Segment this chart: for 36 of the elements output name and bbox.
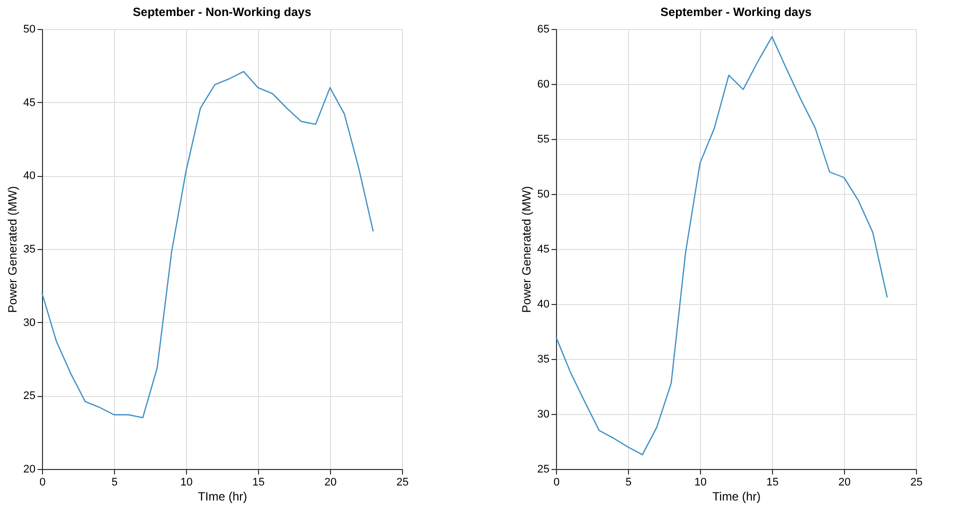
y-tick-label: 40 xyxy=(23,170,36,182)
line-series xyxy=(555,36,888,456)
y-tick-label: 30 xyxy=(537,408,550,420)
y-axis-title: Power Generated (MW) xyxy=(519,186,534,313)
y-tick-label: 50 xyxy=(537,188,550,200)
x-tick-label: 0 xyxy=(553,476,560,488)
y-tick-label: 20 xyxy=(23,464,36,476)
y-tick-label: 35 xyxy=(23,244,36,256)
x-tick-label: 25 xyxy=(910,476,923,488)
chart-title: September - Non-Working days xyxy=(132,5,312,19)
line-series xyxy=(41,70,374,418)
x-tick-label: 15 xyxy=(766,476,779,488)
x-tick-label: 5 xyxy=(111,476,118,488)
x-tick-label: 10 xyxy=(180,476,193,488)
y-tick-label: 30 xyxy=(23,316,36,329)
y-tick-label: 35 xyxy=(537,354,550,366)
y-tick-label: 40 xyxy=(537,298,550,310)
y-tick-label: 25 xyxy=(537,464,550,476)
x-tick-label: 25 xyxy=(396,476,409,488)
x-tick-label: 5 xyxy=(625,476,632,488)
x-axis-title: TIme (hr) xyxy=(198,490,248,504)
x-tick-label: 10 xyxy=(694,476,707,488)
y-tick-label: 45 xyxy=(23,96,36,109)
x-tick-label: 20 xyxy=(838,476,851,488)
y-tick-label: 45 xyxy=(537,244,550,256)
y-tick-label: 25 xyxy=(23,390,36,402)
y-axis-title: Power Generated (MW) xyxy=(5,186,20,313)
chart-title: September - Working days xyxy=(660,5,812,19)
y-tick-label: 65 xyxy=(537,24,550,36)
x-tick-label: 15 xyxy=(252,476,265,488)
x-axis-title: Time (hr) xyxy=(712,490,761,504)
x-tick-label: 0 xyxy=(39,476,46,488)
y-tick-label: 55 xyxy=(537,134,550,146)
y-tick-label: 60 xyxy=(537,78,550,90)
y-tick-label: 50 xyxy=(23,24,36,36)
x-tick-label: 20 xyxy=(324,476,337,488)
